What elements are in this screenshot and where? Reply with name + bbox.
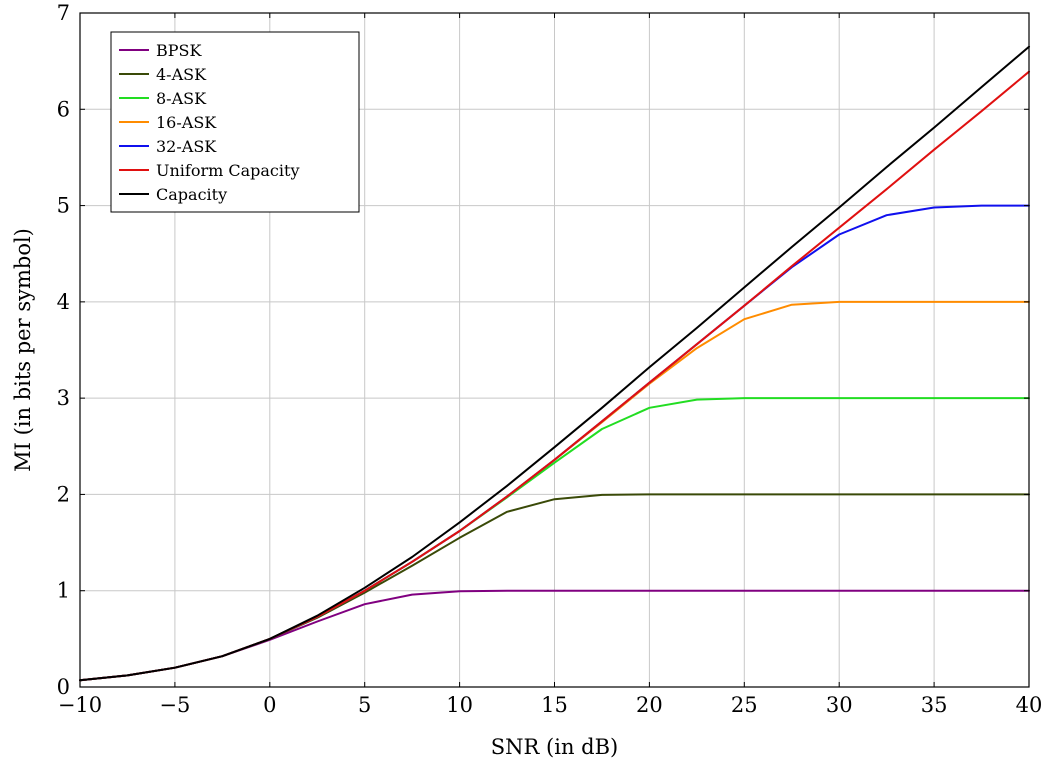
y-tick-label: 6	[57, 97, 70, 121]
x-tick-label: 15	[541, 693, 568, 717]
series-line-capacity	[79, 45, 1030, 682]
legend-label: 32-ASK	[156, 137, 217, 156]
x-tick-label: 0	[263, 693, 276, 717]
legend: BPSK 4-ASK 8-ASK 16-ASK 32-ASK Uniform Capaci…	[110, 31, 360, 213]
legend-entry: 32-ASK	[119, 137, 217, 156]
y-tick-label: 2	[57, 482, 70, 506]
legend-entry: Uniform Capacity	[119, 161, 299, 180]
legend-entry: 4-ASK	[119, 65, 207, 84]
x-tick-label: 40	[1016, 693, 1043, 717]
x-tick-label: 10	[446, 693, 473, 717]
x-tick-label: 35	[921, 693, 948, 717]
y-axis-label: MI (in bits per symbol)	[11, 228, 35, 472]
legend-label: 8-ASK	[156, 89, 207, 108]
y-tick-label: 5	[57, 194, 70, 218]
x-tick-label: 25	[731, 693, 758, 717]
y-tick-label: 3	[57, 386, 70, 410]
legend-box	[110, 31, 360, 213]
x-axis-label: SNR (in dB)	[491, 735, 618, 759]
x-tick-label: 5	[358, 693, 371, 717]
legend-entry: 8-ASK	[119, 89, 207, 108]
legend-label: BPSK	[156, 41, 202, 60]
y-tick-label: 7	[57, 1, 70, 25]
legend-label: 16-ASK	[156, 113, 217, 132]
legend-entry: Capacity	[119, 185, 227, 204]
legend-label: 4-ASK	[156, 65, 207, 84]
legend-entry: BPSK	[119, 41, 202, 60]
legend-entry: 16-ASK	[119, 113, 217, 132]
legend-label: Uniform Capacity	[156, 161, 299, 180]
y-tick-label: 0	[57, 675, 70, 699]
x-tick-label: −10	[58, 693, 102, 717]
x-tick-label: −5	[159, 693, 190, 717]
x-tick-label: 20	[636, 693, 663, 717]
series-lines	[79, 45, 1030, 682]
axis-ticks: −10 −5 0 5 10 15 20 25 30 35 40 0 1 2 3 4 5 6 7	[57, 1, 1043, 717]
x-tick-label: 30	[826, 693, 853, 717]
legend-label: Capacity	[156, 185, 227, 204]
y-tick-label: 1	[57, 579, 70, 603]
y-tick-label: 4	[57, 290, 70, 314]
